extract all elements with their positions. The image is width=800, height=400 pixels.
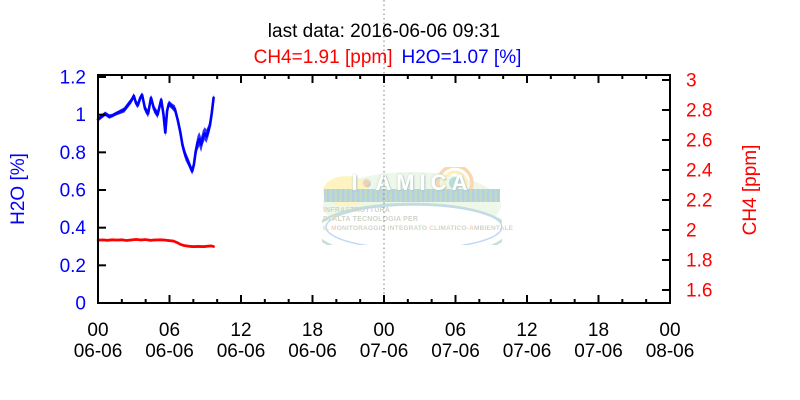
x-tick-date-label: 06-06 [145, 341, 194, 362]
x-tick-hour-label: 00 [373, 320, 394, 341]
watermark-text: DI [323, 216, 333, 223]
watermark-highlight-letter: • [362, 170, 376, 195]
y-right-tick-label: 1.8 [686, 251, 712, 272]
x-tick-hour-label: 06 [445, 320, 466, 341]
watermark-green-ellipse [323, 172, 501, 238]
y-right-ticks: 1.6 1.8 2 2.2 2.4 2.6 2.8 3 [662, 71, 713, 302]
y-right-tick-label: 1.6 [686, 281, 712, 302]
x-tick-hour-label: 06 [159, 320, 180, 341]
y-left-tick-label: 1.2 [60, 68, 86, 89]
watermark-line-3: IL MONITORAGGIO INTEGRATO CLIMATICO-AMBI… [323, 225, 513, 232]
watermark-text: ONITORAGGIO [336, 225, 388, 232]
y-right-axis-title: CH4 [ppm] [740, 144, 761, 236]
y-right-tick-label: 2.4 [686, 161, 713, 182]
y-right-tick-label: 2.6 [686, 131, 712, 152]
y-left-tick-label: 0 [75, 294, 86, 315]
watermark-swoosh-green-arc [322, 202, 502, 245]
x-tick-date-label: 07-06 [503, 341, 552, 362]
series-line [96, 238, 215, 248]
h2o-series [96, 92, 215, 175]
h2o-last-value-label: H2O=1.07 [%] [401, 47, 522, 68]
watermark-highlight-letter: C [429, 225, 435, 232]
x-tick-date-label: 08-06 [646, 341, 695, 362]
watermark-text: AMICA [375, 170, 473, 195]
y-left-tick-label: 0.4 [60, 218, 87, 239]
y-right-tick-label: 2.2 [686, 191, 712, 212]
watermark-city-strip [324, 189, 500, 202]
x-axis-ticks: 0006-060606-061206-061806-060007-060607-… [74, 75, 695, 362]
watermark-line-1: INFRASTRUTTURA [323, 207, 390, 214]
watermark-swoosh-cut [322, 204, 502, 245]
watermark-text: LIMATICO- [434, 225, 470, 232]
watermark-highlight-letter: M [331, 225, 337, 232]
series-line [96, 93, 215, 173]
x-tick-date-label: 07-06 [574, 341, 623, 362]
x-tick-hour-label: 12 [230, 320, 251, 341]
watermark-text: I [351, 170, 363, 195]
watermark-text: IL [323, 225, 332, 232]
watermark-title: I•AMICA [322, 170, 502, 196]
x-tick-date-label: 07-06 [360, 341, 409, 362]
y-left-axis-title: H2O [%] [8, 153, 29, 225]
chart-subtitle: CH4=1.91 [ppm] H2O=1.07 [%] [0, 47, 775, 69]
watermark-highlight-letter: A [332, 216, 338, 223]
ch4-series [96, 238, 215, 248]
iamica-watermark-logo: I•AMICA INFRASTRUTTURA DI ALTA TECNOLOGI… [322, 167, 513, 245]
x-tick-hour-label: 18 [302, 320, 323, 341]
x-tick-hour-label: 12 [516, 320, 537, 341]
y-right-tick-label: 3 [686, 71, 697, 92]
y-left-tick-label: 0.8 [60, 143, 86, 164]
watermark-ring-core [449, 177, 461, 189]
y-left-tick-label: 0.2 [60, 256, 86, 277]
watermark-highlight-letter: I [323, 207, 326, 214]
chart-title: last data: 2016-06-06 09:31 [267, 21, 501, 42]
y-right-tick-label: 2.8 [686, 101, 712, 122]
x-tick-date-label: 06-06 [288, 341, 337, 362]
x-tick-date-label: 07-06 [431, 341, 480, 362]
ch4-last-value-label: CH4=1.91 [ppm] [253, 47, 393, 68]
watermark-highlight-letter: A [469, 225, 474, 232]
watermark-text: NFRASTRUTTURA [325, 207, 390, 214]
watermark-text: LTA TECNOLOGIA PER [337, 216, 419, 223]
watermark-text: NTEGRATO [389, 225, 430, 232]
watermark-line-2: DI ALTA TECNOLOGIA PER [323, 216, 418, 223]
y-left-ticks: 0 0.2 0.4 0.6 0.8 1 1.2 [60, 68, 106, 315]
series-noise-band [98, 92, 214, 175]
x-tick-date-label: 06-06 [74, 341, 123, 362]
y-left-tick-label: 1 [75, 105, 86, 126]
watermark-swoosh-blue-arc [325, 204, 502, 245]
x-tick-hour-label: 18 [588, 320, 609, 341]
x-tick-date-label: 06-06 [217, 341, 266, 362]
watermark-highlight-letter: I [387, 225, 390, 232]
y-right-tick-label: 2 [686, 221, 697, 242]
y-left-tick-label: 0.6 [60, 181, 86, 202]
x-tick-hour-label: 00 [87, 320, 108, 341]
x-tick-hour-label: 00 [659, 320, 680, 341]
watermark-text: MBIENTALE [473, 225, 514, 232]
watermark-graphic [322, 167, 502, 245]
